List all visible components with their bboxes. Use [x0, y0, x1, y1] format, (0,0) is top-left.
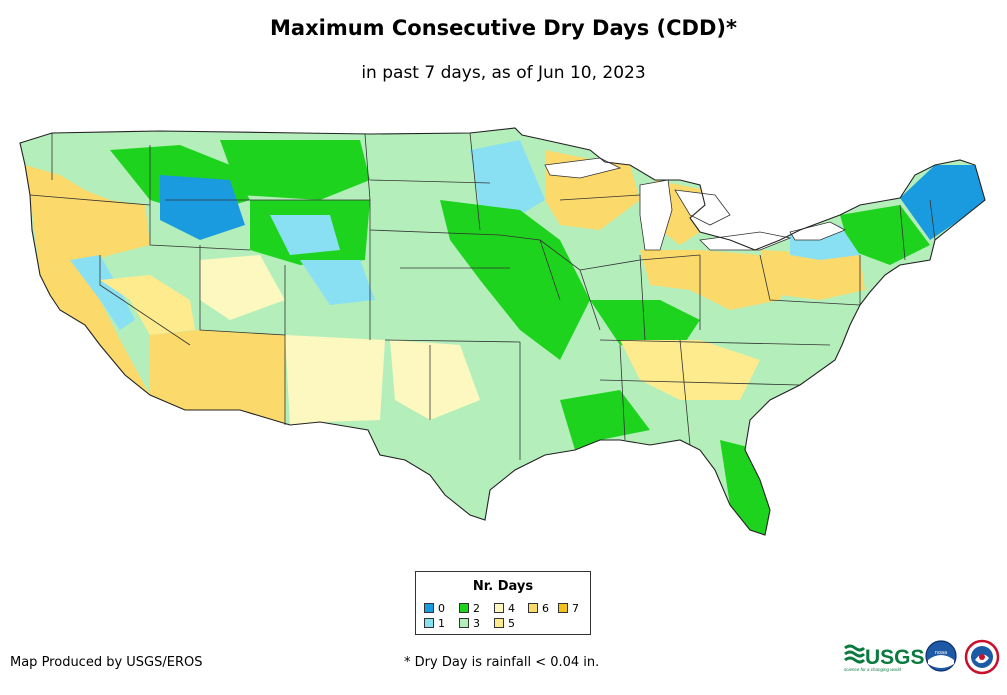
legend-swatch: [424, 618, 434, 628]
legend-label: 5: [508, 617, 515, 630]
legend-swatch: [494, 603, 504, 613]
legend-item-2: 2: [459, 603, 480, 615]
usgs-tagline: science for a changing world: [844, 667, 902, 672]
map-title: Maximum Consecutive Dry Days (CDD)*: [270, 16, 737, 40]
legend-item-4: 4: [494, 603, 515, 615]
usgs-logo: USGS science for a changing world: [844, 644, 925, 672]
legend-swatch: [558, 603, 568, 613]
legend-item-6: 6: [528, 603, 549, 615]
usgs-wordmark: USGS: [865, 646, 925, 669]
legend-item-3: 3: [459, 618, 480, 630]
dry-day-footnote: * Dry Day is rainfall < 0.04 in.: [404, 655, 600, 670]
legend-swatch: [459, 618, 469, 628]
legend-swatch: [459, 603, 469, 613]
legend-item-1: 1: [424, 618, 445, 630]
legend-label: 1: [438, 617, 445, 630]
legend: Nr. Days 0 1 2 3 4 5 6 7: [415, 571, 591, 635]
map-subtitle: in past 7 days, as of Jun 10, 2023: [361, 63, 646, 83]
noaa-wordmark: noaa: [935, 650, 947, 656]
legend-label: 7: [572, 602, 579, 615]
legend-title: Nr. Days: [472, 579, 534, 594]
state-borders: [29, 132, 936, 460]
legend-label: 3: [473, 617, 480, 630]
legend-label: 0: [438, 602, 445, 615]
agency-logos: USGS science for a changing world noaa: [842, 638, 1002, 678]
map-credit: Map Produced by USGS/EROS: [10, 655, 203, 670]
noaa-logo: noaa: [925, 640, 957, 672]
legend-item-7: 7: [558, 603, 579, 615]
legend-swatch: [528, 603, 538, 613]
legend-label: 6: [542, 602, 549, 615]
legend-label: 2: [473, 602, 480, 615]
legend-item-0: 0: [424, 603, 445, 615]
legend-label: 4: [508, 602, 515, 615]
legend-swatch: [494, 618, 504, 628]
nws-logo: [964, 639, 1000, 675]
legend-item-5: 5: [494, 618, 515, 630]
legend-swatch: [424, 603, 434, 613]
cdd-raster: [20, 128, 985, 535]
